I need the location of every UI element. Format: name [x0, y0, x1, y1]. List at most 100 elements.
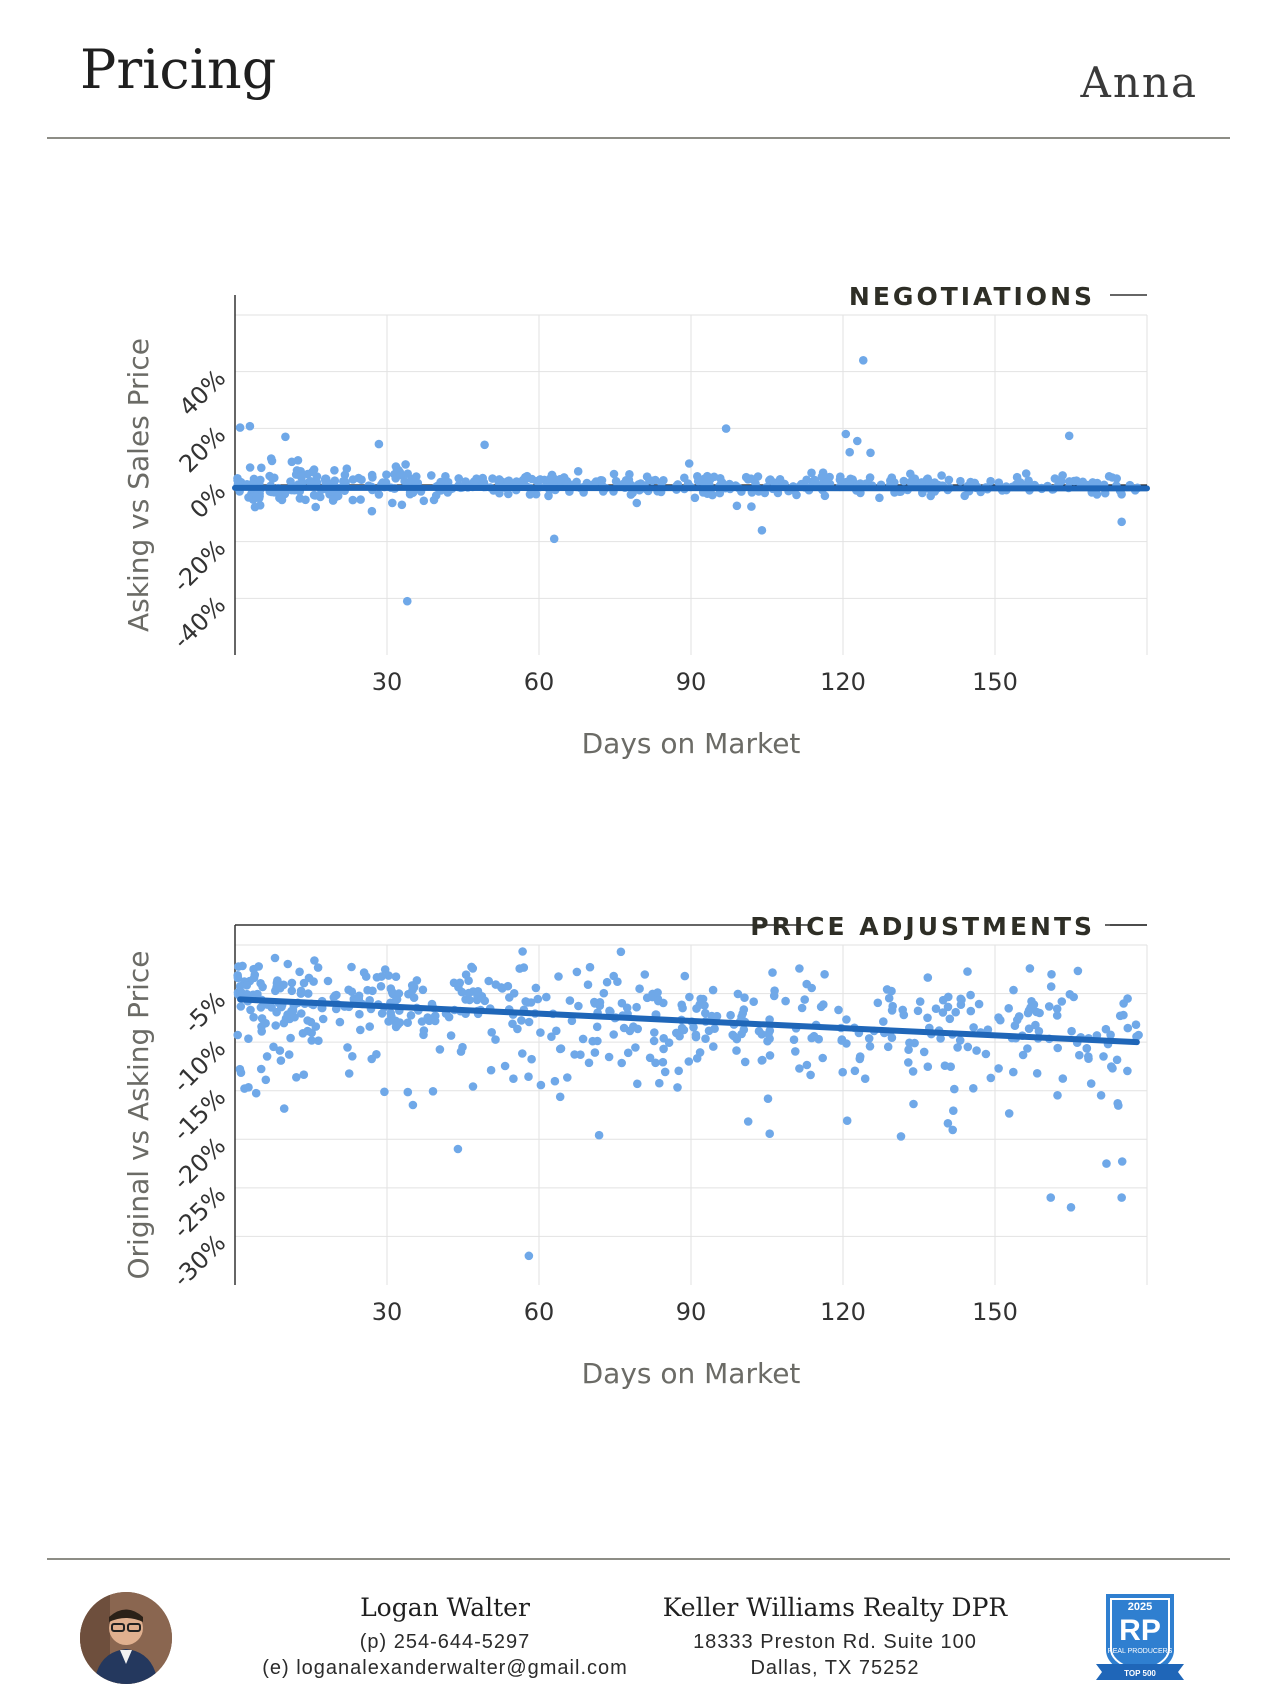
data-point [427, 471, 436, 480]
data-point [246, 1005, 255, 1015]
data-point [275, 1046, 285, 1055]
real-producers-badge: 2025 RP REAL PRODUCERS TOP 500 [1096, 1594, 1184, 1680]
data-point [435, 1045, 445, 1054]
data-point [253, 989, 262, 999]
city-name: Anna [1080, 58, 1198, 107]
data-point [533, 994, 543, 1004]
data-point [277, 495, 287, 505]
data-point [578, 1034, 588, 1044]
data-point [768, 968, 777, 977]
data-point [495, 475, 504, 484]
data-point [1117, 490, 1126, 499]
y-tick-label: -10% [168, 1035, 232, 1099]
data-point [307, 1028, 317, 1038]
data-point [574, 1001, 583, 1011]
data-point [972, 1046, 981, 1055]
outlier-point [402, 596, 412, 606]
data-point [650, 1028, 659, 1037]
data-point [235, 982, 245, 991]
x-tick-label: 30 [372, 1298, 403, 1326]
data-point [923, 1013, 932, 1023]
data-point [923, 1062, 933, 1071]
data-point [680, 473, 689, 483]
data-point [994, 478, 1004, 487]
data-point [316, 492, 325, 502]
title-background [810, 280, 1105, 313]
data-point [802, 475, 811, 485]
data-point [446, 1031, 456, 1040]
data-point [1123, 1023, 1133, 1033]
data-point [384, 1017, 393, 1026]
data-point [546, 474, 555, 483]
x-tick-label: 90 [676, 668, 707, 696]
data-point [983, 1025, 993, 1034]
outlier-point [1117, 1193, 1126, 1202]
data-point [552, 1026, 561, 1036]
data-point [287, 978, 297, 988]
data-point [996, 1015, 1005, 1025]
outlier-point [453, 1144, 463, 1154]
data-point [820, 491, 830, 501]
data-point [407, 474, 417, 484]
data-point [943, 1002, 953, 1012]
data-point [550, 1076, 560, 1086]
data-point [855, 1052, 865, 1061]
data-point [1050, 474, 1060, 483]
data-point [378, 478, 388, 487]
data-point [866, 448, 875, 458]
data-point [732, 501, 742, 511]
data-point [599, 988, 609, 998]
data-point [948, 1125, 957, 1135]
data-point [899, 1010, 909, 1020]
agent-email[interactable]: (e) loganalexanderwalter@gmail.com [262, 1657, 628, 1679]
data-point [695, 1000, 704, 1009]
data-point [1047, 970, 1056, 979]
data-point [532, 476, 542, 486]
badge-rank: TOP 500 [1124, 1669, 1156, 1678]
data-point [905, 1038, 914, 1048]
data-point [616, 947, 626, 957]
negotiations-chart: NEGOTIATIONS 30 60 90 120 150 40%20%0% -20%-40%… [122, 280, 1150, 760]
data-point [817, 472, 827, 481]
data-point [1023, 1044, 1032, 1053]
data-point [1052, 1011, 1062, 1020]
data-point [555, 474, 565, 484]
data-point [835, 475, 845, 484]
data-point [619, 1023, 629, 1033]
chart-title: PRICE ADJUSTMENTS [750, 912, 1095, 941]
data-point [931, 1004, 941, 1013]
data-point [335, 1017, 345, 1027]
data-point [484, 976, 494, 986]
data-point [245, 463, 255, 472]
data-point [348, 1052, 357, 1061]
data-point [376, 982, 386, 991]
data-point [412, 976, 422, 985]
data-point [368, 473, 377, 482]
data-point [1112, 1055, 1122, 1065]
data-point [1069, 992, 1078, 1002]
data-point [1123, 994, 1132, 1003]
data-point [763, 1036, 772, 1046]
data-point [1025, 964, 1035, 973]
data-point [348, 495, 358, 505]
data-point [233, 1030, 242, 1040]
data-point [904, 1058, 913, 1067]
company-name: Keller Williams Realty DPR [662, 1593, 1008, 1622]
data-point [923, 973, 933, 982]
data-point [845, 447, 854, 457]
data-point [583, 980, 593, 989]
data-point [986, 476, 995, 486]
data-point [740, 993, 749, 1002]
data-point [456, 1047, 466, 1056]
data-point [323, 976, 333, 986]
data-point [384, 971, 393, 980]
data-point [255, 475, 265, 485]
data-point [864, 1034, 874, 1043]
data-point [617, 998, 627, 1008]
data-point [313, 963, 323, 972]
data-point [1032, 1069, 1042, 1078]
data-point [436, 477, 446, 487]
data-point [842, 1015, 851, 1024]
data-point [547, 1032, 556, 1041]
data-point [590, 999, 600, 1008]
